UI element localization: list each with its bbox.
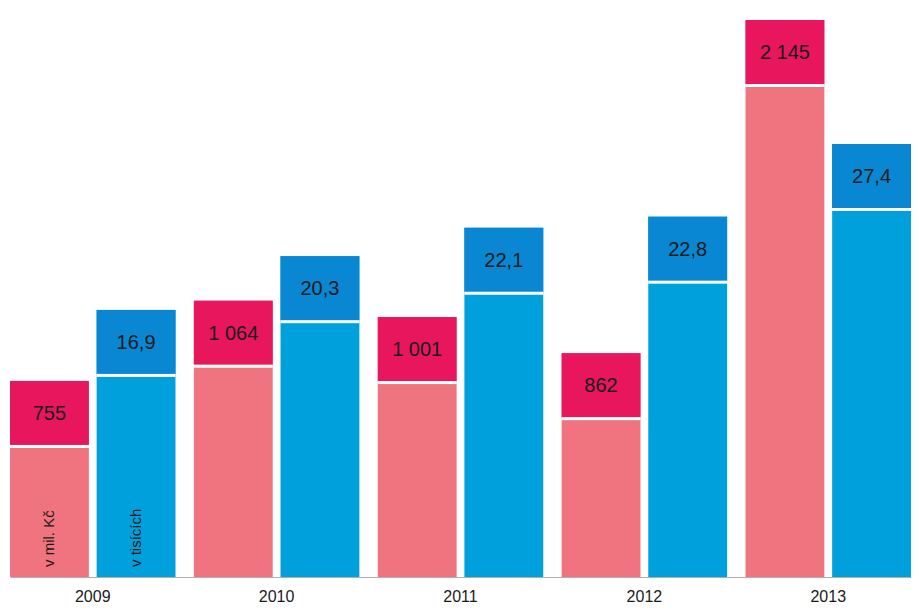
bar bbox=[464, 228, 543, 577]
tick: 2013 bbox=[810, 577, 846, 605]
data-label-box bbox=[10, 381, 89, 445]
bar bbox=[194, 301, 273, 577]
data-label: 1 064 bbox=[208, 322, 258, 344]
separator bbox=[281, 320, 360, 323]
tick-label: 2013 bbox=[810, 588, 846, 605]
tick: 2012 bbox=[627, 577, 663, 605]
axis-line bbox=[11, 577, 912, 578]
bar bbox=[832, 144, 911, 577]
tick-label: 2011 bbox=[443, 588, 478, 605]
tick-label: 2009 bbox=[75, 588, 111, 605]
data-label-box bbox=[562, 353, 641, 417]
bar bbox=[746, 20, 825, 577]
separator bbox=[378, 381, 457, 384]
data-label-box bbox=[464, 228, 543, 292]
data-label-box bbox=[832, 144, 911, 208]
labels: 755 1 064 1 001 862 2 145 v mil. Kč 16,9 20,3 22… bbox=[33, 41, 891, 567]
separator bbox=[464, 292, 543, 295]
separator bbox=[97, 374, 176, 377]
data-label-box bbox=[648, 217, 727, 281]
bar bbox=[648, 217, 727, 577]
x-axis: 2009 2010 2011 2012 2013 bbox=[11, 577, 912, 605]
data-label-box bbox=[97, 310, 176, 374]
data-label: 1 001 bbox=[392, 338, 442, 360]
series-name: v mil. Kč bbox=[40, 510, 57, 567]
data-label: 16,9 bbox=[117, 331, 156, 353]
series-name: v tisících bbox=[127, 509, 144, 567]
bar bbox=[562, 353, 641, 577]
chart: 755 1 064 1 001 862 2 145 v mil. Kč 16,9 20,3 22… bbox=[0, 0, 919, 613]
data-label-box bbox=[746, 20, 825, 84]
separator bbox=[562, 417, 641, 420]
bars bbox=[10, 20, 911, 577]
bar bbox=[10, 381, 89, 577]
separator bbox=[746, 84, 825, 87]
data-label: 2 145 bbox=[760, 41, 810, 63]
tick-label: 2012 bbox=[627, 588, 663, 605]
data-label-box bbox=[281, 256, 360, 320]
tick: 2009 bbox=[75, 577, 111, 605]
data-label: 20,3 bbox=[300, 277, 339, 299]
data-label: 862 bbox=[584, 374, 617, 396]
data-label: 22,8 bbox=[668, 238, 707, 260]
data-label-box bbox=[194, 301, 273, 365]
separator bbox=[648, 281, 727, 284]
bar bbox=[378, 317, 457, 577]
separator bbox=[832, 208, 911, 211]
data-label-box bbox=[378, 317, 457, 381]
data-label: 755 bbox=[33, 402, 66, 424]
bar bbox=[281, 256, 360, 577]
data-label: 27,4 bbox=[852, 165, 891, 187]
tick-label: 2010 bbox=[259, 588, 295, 605]
tick: 2011 bbox=[443, 577, 478, 605]
data-label: 22,1 bbox=[484, 249, 523, 271]
separator bbox=[10, 445, 89, 448]
bar bbox=[97, 310, 176, 577]
separator bbox=[194, 365, 273, 368]
tick: 2010 bbox=[259, 577, 295, 605]
